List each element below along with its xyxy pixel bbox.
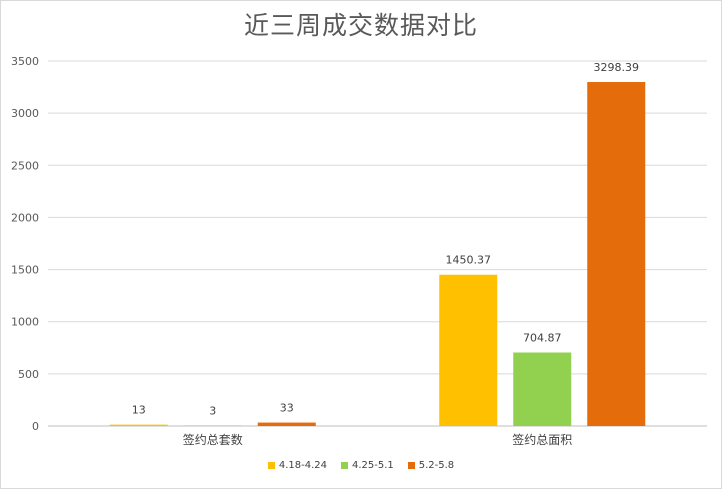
chart-title: 近三周成交数据对比 (243, 11, 478, 40)
legend-swatch-3 (407, 462, 415, 469)
y-tick-label-3: 1500 (11, 264, 39, 277)
data-label-2-1: 1450.37 (446, 254, 492, 267)
legend-label-3: 5.2-5.8 (418, 460, 455, 471)
data-label-1-1: 13 (132, 404, 146, 417)
legend-swatch-2 (340, 462, 348, 469)
bar-2-3 (587, 82, 646, 427)
bar-1-2 (183, 425, 242, 426)
legend-swatch-1 (267, 462, 275, 469)
y-tick-label-7: 3500 (11, 55, 39, 68)
data-label-2-2: 704.87 (523, 331, 562, 344)
legend-label-2: 4.25-5.1 (351, 460, 394, 471)
data-label-2-3: 3298.39 (594, 61, 640, 74)
y-tick-label-5: 2500 (11, 159, 39, 172)
legend-item-3: 5.2-5.8 (407, 460, 455, 471)
x-category-label-2: 签约总面积 (512, 432, 572, 447)
bar-2-2 (513, 352, 572, 426)
bar-1-1 (109, 424, 168, 426)
data-label-1-2: 3 (209, 405, 216, 418)
data-label-1-3: 33 (280, 402, 294, 415)
bar-2-1 (439, 274, 498, 426)
x-category-label-1: 签约总套数 (183, 432, 243, 447)
legend-item-2: 4.25-5.1 (340, 460, 394, 471)
legend: 4.18-4.24 4.25-5.1 5.2-5.8 (0, 460, 722, 471)
legend-label-1: 4.18-4.24 (278, 460, 327, 471)
y-tick-label-1: 500 (18, 368, 39, 381)
y-tick-label-0: 0 (32, 420, 39, 433)
y-tick-label-4: 2000 (11, 211, 39, 224)
legend-item-1: 4.18-4.24 (267, 460, 327, 471)
y-tick-label-2: 1000 (11, 316, 39, 329)
y-tick-label-6: 3000 (11, 107, 39, 120)
bar-1-3 (257, 422, 316, 426)
